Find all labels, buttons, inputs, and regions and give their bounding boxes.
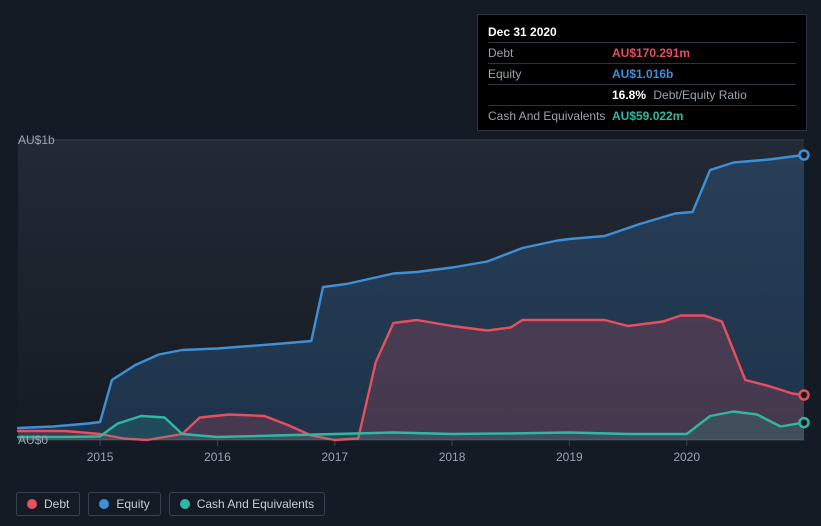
x-axis-label: 2020 bbox=[673, 450, 700, 464]
x-axis-label: 2018 bbox=[439, 450, 466, 464]
ratio-suffix: Debt/Equity Ratio bbox=[653, 88, 746, 102]
tooltip-row-equity: Equity AU$1.016b bbox=[488, 63, 796, 84]
x-axis-label: 2017 bbox=[321, 450, 348, 464]
legend: Debt Equity Cash And Equivalents bbox=[16, 492, 325, 516]
tooltip-value: AU$1.016b bbox=[612, 67, 673, 81]
legend-swatch-cash bbox=[180, 499, 190, 509]
legend-swatch-equity bbox=[99, 499, 109, 509]
tooltip-value: AU$170.291m bbox=[612, 46, 690, 60]
tooltip-label bbox=[488, 88, 612, 102]
tooltip-row-debt: Debt AU$170.291m bbox=[488, 42, 796, 63]
chart-tooltip: Dec 31 2020 Debt AU$170.291m Equity AU$1… bbox=[477, 14, 807, 131]
marker-equity[interactable] bbox=[800, 151, 809, 160]
legend-item-debt[interactable]: Debt bbox=[16, 492, 80, 516]
marker-debt[interactable] bbox=[800, 391, 809, 400]
x-axis-label: 2016 bbox=[204, 450, 231, 464]
x-axis-label: 2019 bbox=[556, 450, 583, 464]
legend-swatch-debt bbox=[27, 499, 37, 509]
y-axis-label: AU$1b bbox=[18, 133, 55, 147]
legend-item-cash[interactable]: Cash And Equivalents bbox=[169, 492, 325, 516]
tooltip-label: Cash And Equivalents bbox=[488, 109, 612, 123]
tooltip-value: 16.8% Debt/Equity Ratio bbox=[612, 88, 747, 102]
legend-item-equity[interactable]: Equity bbox=[88, 492, 160, 516]
y-axis-label: AU$0 bbox=[18, 433, 48, 447]
tooltip-label: Debt bbox=[488, 46, 612, 60]
tooltip-title: Dec 31 2020 bbox=[488, 21, 796, 42]
marker-cash[interactable] bbox=[800, 418, 809, 427]
x-axis-label: 2015 bbox=[87, 450, 114, 464]
tooltip-row-cash: Cash And Equivalents AU$59.022m bbox=[488, 105, 796, 126]
tooltip-row-ratio: 16.8% Debt/Equity Ratio bbox=[488, 84, 796, 105]
tooltip-label: Equity bbox=[488, 67, 612, 81]
legend-label: Equity bbox=[116, 497, 149, 511]
tooltip-value: AU$59.022m bbox=[612, 109, 683, 123]
legend-label: Debt bbox=[44, 497, 69, 511]
legend-label: Cash And Equivalents bbox=[197, 497, 314, 511]
ratio-number: 16.8% bbox=[612, 88, 646, 102]
